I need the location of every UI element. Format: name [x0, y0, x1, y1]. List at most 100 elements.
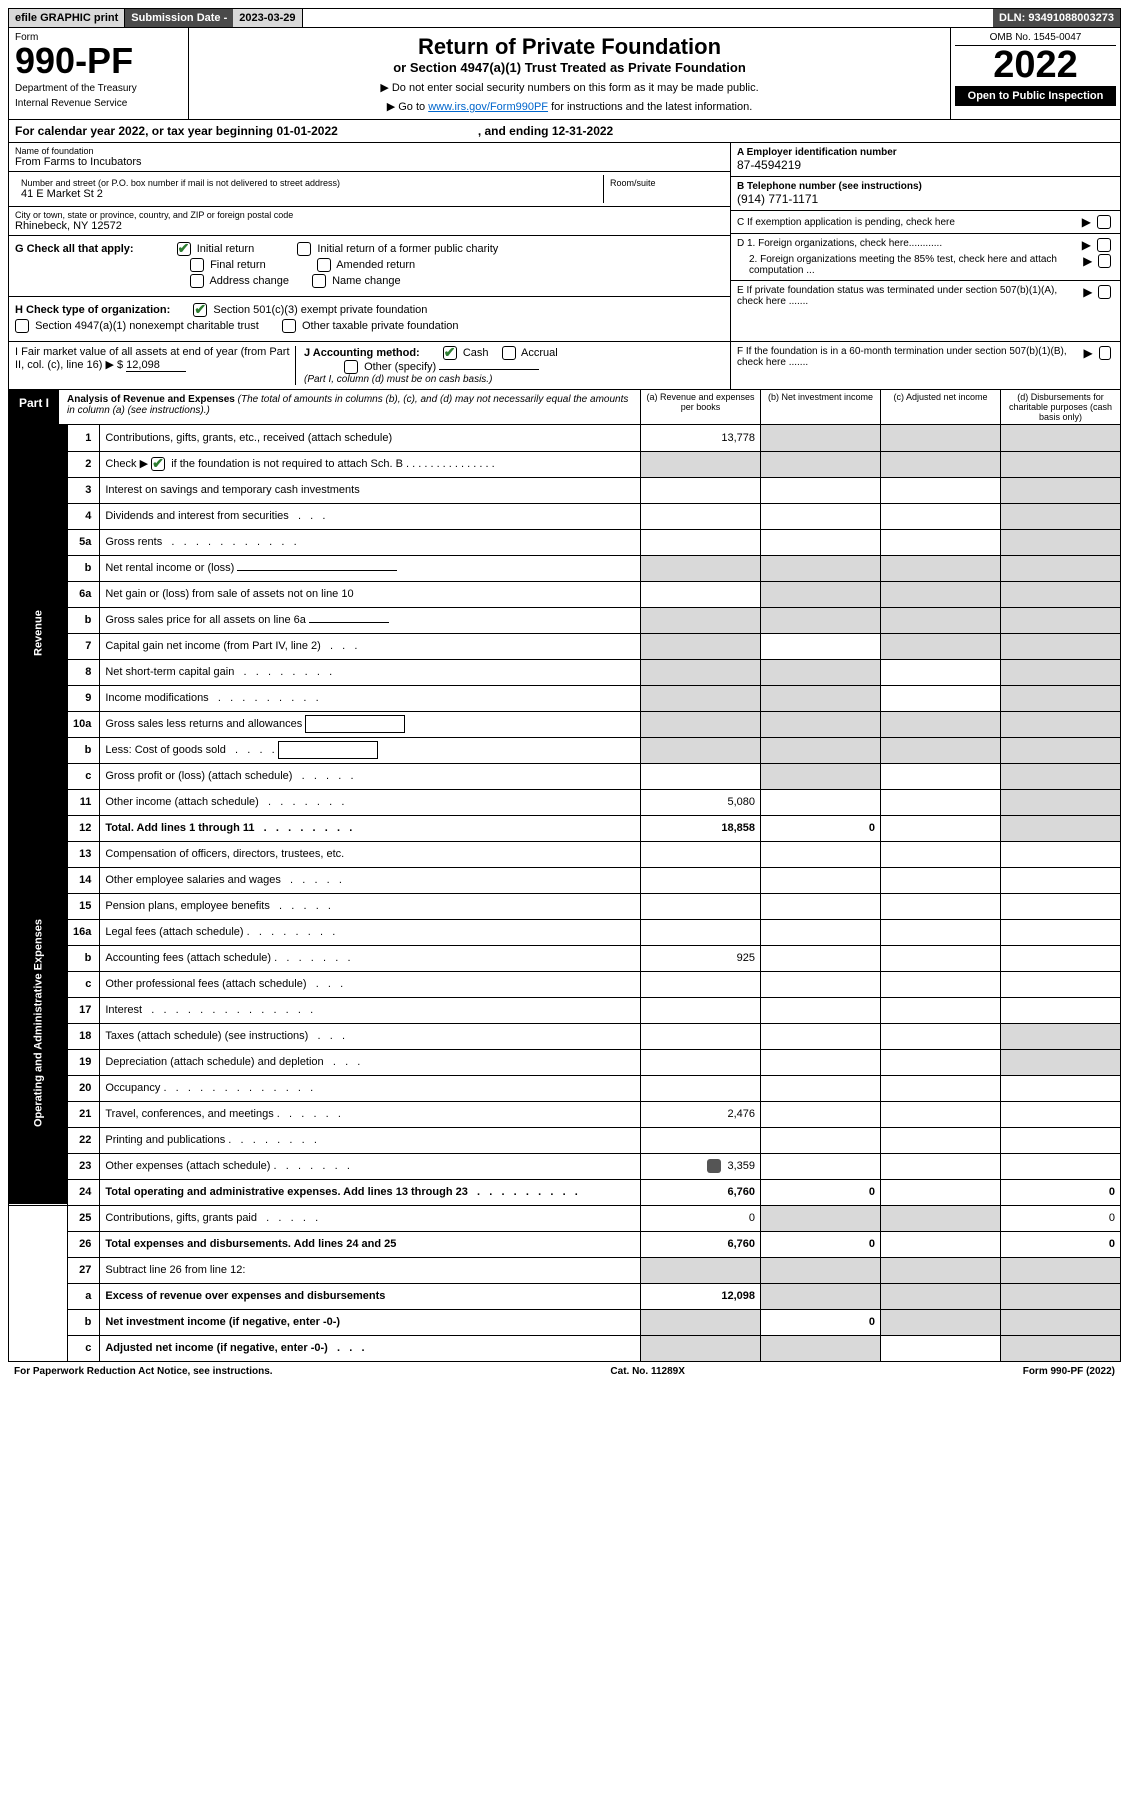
- h-other-checkbox[interactable]: [282, 319, 296, 333]
- table-row: 23Other expenses (attach schedule) . . .…: [9, 1153, 1121, 1179]
- table-row: 11Other income (attach schedule) . . . .…: [9, 789, 1121, 815]
- j-other: Other (specify): [364, 361, 436, 373]
- table-row: aExcess of revenue over expenses and dis…: [9, 1283, 1121, 1309]
- f-label: F If the foundation is in a 60-month ter…: [737, 346, 1083, 385]
- submission-date-value: 2023-03-29: [233, 9, 302, 27]
- i-value: 12,098: [126, 359, 186, 372]
- form-number: 990-PF: [15, 43, 182, 79]
- submission-date-label: Submission Date -: [125, 9, 233, 27]
- col-c-header: (c) Adjusted net income: [880, 390, 1000, 424]
- j-accrual: Accrual: [521, 347, 558, 359]
- cal-year-end: , and ending 12-31-2022: [478, 124, 613, 138]
- open-public-badge: Open to Public Inspection: [955, 86, 1116, 106]
- h-501c3-checkbox[interactable]: [193, 303, 207, 317]
- table-row: cGross profit or (loss) (attach schedule…: [9, 763, 1121, 789]
- dln-value: DLN: 93491088003273: [993, 9, 1120, 27]
- amended-return-checkbox[interactable]: [317, 258, 331, 272]
- room-label: Room/suite: [610, 178, 718, 188]
- table-row: 20Occupancy . . . . . . . . . . . . .: [9, 1075, 1121, 1101]
- initial-return-checkbox[interactable]: [177, 242, 191, 256]
- table-row: 22Printing and publications . . . . . . …: [9, 1127, 1121, 1153]
- j-accrual-checkbox[interactable]: [502, 346, 516, 360]
- g-address: Address change: [209, 275, 289, 287]
- table-row: bNet rental income or (loss): [9, 555, 1121, 581]
- tel-label: B Telephone number (see instructions): [737, 181, 922, 192]
- part-1-label: Part I: [9, 390, 59, 424]
- final-return-checkbox[interactable]: [190, 258, 204, 272]
- initial-former-checkbox[interactable]: [297, 242, 311, 256]
- j-cash: Cash: [463, 347, 489, 359]
- table-row: 8Net short-term capital gain . . . . . .…: [9, 659, 1121, 685]
- table-row: 17Interest . . . . . . . . . . . . . .: [9, 997, 1121, 1023]
- foundation-name: From Farms to Incubators: [15, 156, 724, 168]
- form-title: Return of Private Foundation: [195, 34, 944, 60]
- part-1-title: Analysis of Revenue and Expenses: [67, 394, 235, 405]
- h-501c3: Section 501(c)(3) exempt private foundat…: [213, 304, 427, 316]
- calendar-year-row: For calendar year 2022, or tax year begi…: [8, 120, 1121, 143]
- table-row: 6aNet gain or (loss) from sale of assets…: [9, 581, 1121, 607]
- table-row: 7Capital gain net income (from Part IV, …: [9, 633, 1121, 659]
- table-row: 2Check ▶ if the foundation is not requir…: [9, 451, 1121, 477]
- d1-checkbox[interactable]: [1097, 238, 1111, 252]
- address-value: 41 E Market St 2: [21, 188, 597, 200]
- h-4947-checkbox[interactable]: [15, 319, 29, 333]
- e-checkbox[interactable]: [1098, 285, 1111, 299]
- top-bar: efile GRAPHIC print Submission Date - 20…: [8, 8, 1121, 28]
- name-change-checkbox[interactable]: [312, 274, 326, 288]
- table-row: 4Dividends and interest from securities …: [9, 503, 1121, 529]
- table-row: 15Pension plans, employee benefits . . .…: [9, 893, 1121, 919]
- part-1-header: Part I Analysis of Revenue and Expenses …: [8, 390, 1121, 425]
- j-other-checkbox[interactable]: [344, 360, 358, 374]
- g-final: Final return: [210, 259, 266, 271]
- table-row: Revenue 1Contributions, gifts, grants, e…: [9, 425, 1121, 451]
- h-label: H Check type of organization:: [15, 304, 170, 316]
- ein-label: A Employer identification number: [737, 147, 897, 158]
- g-initial-former: Initial return of a former public charit…: [317, 243, 498, 255]
- tax-year: 2022: [955, 46, 1116, 84]
- table-row: cAdjusted net income (if negative, enter…: [9, 1335, 1121, 1361]
- table-row: 24Total operating and administrative exp…: [9, 1179, 1121, 1205]
- table-row: 25Contributions, gifts, grants paid . . …: [9, 1205, 1121, 1231]
- footer-right: Form 990-PF (2022): [1023, 1366, 1115, 1377]
- expenses-side-label: Operating and Administrative Expenses: [9, 841, 68, 1205]
- j-cash-checkbox[interactable]: [443, 346, 457, 360]
- tel-value: (914) 771-1171: [737, 192, 818, 206]
- g-amended: Amended return: [336, 259, 415, 271]
- city-label: City or town, state or province, country…: [15, 210, 724, 220]
- f-checkbox[interactable]: [1099, 346, 1111, 360]
- efile-label[interactable]: efile GRAPHIC print: [9, 9, 125, 27]
- col-a-header: (a) Revenue and expenses per books: [640, 390, 760, 424]
- dept-treasury: Department of the Treasury: [15, 83, 182, 94]
- form-note-2c: for instructions and the latest informat…: [548, 101, 752, 113]
- table-row: cOther professional fees (attach schedul…: [9, 971, 1121, 997]
- cal-year-begin: For calendar year 2022, or tax year begi…: [15, 124, 338, 138]
- h-other: Other taxable private foundation: [302, 320, 459, 332]
- footer-left: For Paperwork Reduction Act Notice, see …: [14, 1366, 273, 1377]
- g-initial: Initial return: [197, 243, 254, 255]
- j-label: J Accounting method:: [304, 347, 420, 359]
- table-row: 5aGross rents . . . . . . . . . . .: [9, 529, 1121, 555]
- ein-value: 87-4594219: [737, 158, 801, 172]
- table-row: 27Subtract line 26 from line 12:: [9, 1257, 1121, 1283]
- page-footer: For Paperwork Reduction Act Notice, see …: [8, 1362, 1121, 1381]
- table-row: 14Other employee salaries and wages . . …: [9, 867, 1121, 893]
- table-row: 10aGross sales less returns and allowanc…: [9, 711, 1121, 737]
- d2-label: 2. Foreign organizations meeting the 85%…: [737, 254, 1083, 276]
- table-row: 3Interest on savings and temporary cash …: [9, 477, 1121, 503]
- form-header: Form 990-PF Department of the Treasury I…: [8, 28, 1121, 120]
- footer-mid: Cat. No. 11289X: [610, 1366, 684, 1377]
- d1-label: D 1. Foreign organizations, check here..…: [737, 238, 942, 252]
- c-label: C If exemption application is pending, c…: [737, 217, 955, 228]
- entity-info-block: Name of foundation From Farms to Incubat…: [8, 143, 1121, 342]
- address-change-checkbox[interactable]: [190, 274, 204, 288]
- table-row: bAccounting fees (attach schedule) . . .…: [9, 945, 1121, 971]
- table-row: 19Depreciation (attach schedule) and dep…: [9, 1049, 1121, 1075]
- table-row: 9Income modifications . . . . . . . . .: [9, 685, 1121, 711]
- c-checkbox[interactable]: [1097, 215, 1111, 229]
- sch-b-checkbox[interactable]: [151, 457, 165, 471]
- irs-link[interactable]: www.irs.gov/Form990PF: [428, 101, 548, 113]
- attachment-icon[interactable]: [707, 1159, 721, 1173]
- form-note-1: ▶ Do not enter social security numbers o…: [195, 81, 944, 94]
- g-name: Name change: [332, 275, 401, 287]
- d2-checkbox[interactable]: [1098, 254, 1111, 268]
